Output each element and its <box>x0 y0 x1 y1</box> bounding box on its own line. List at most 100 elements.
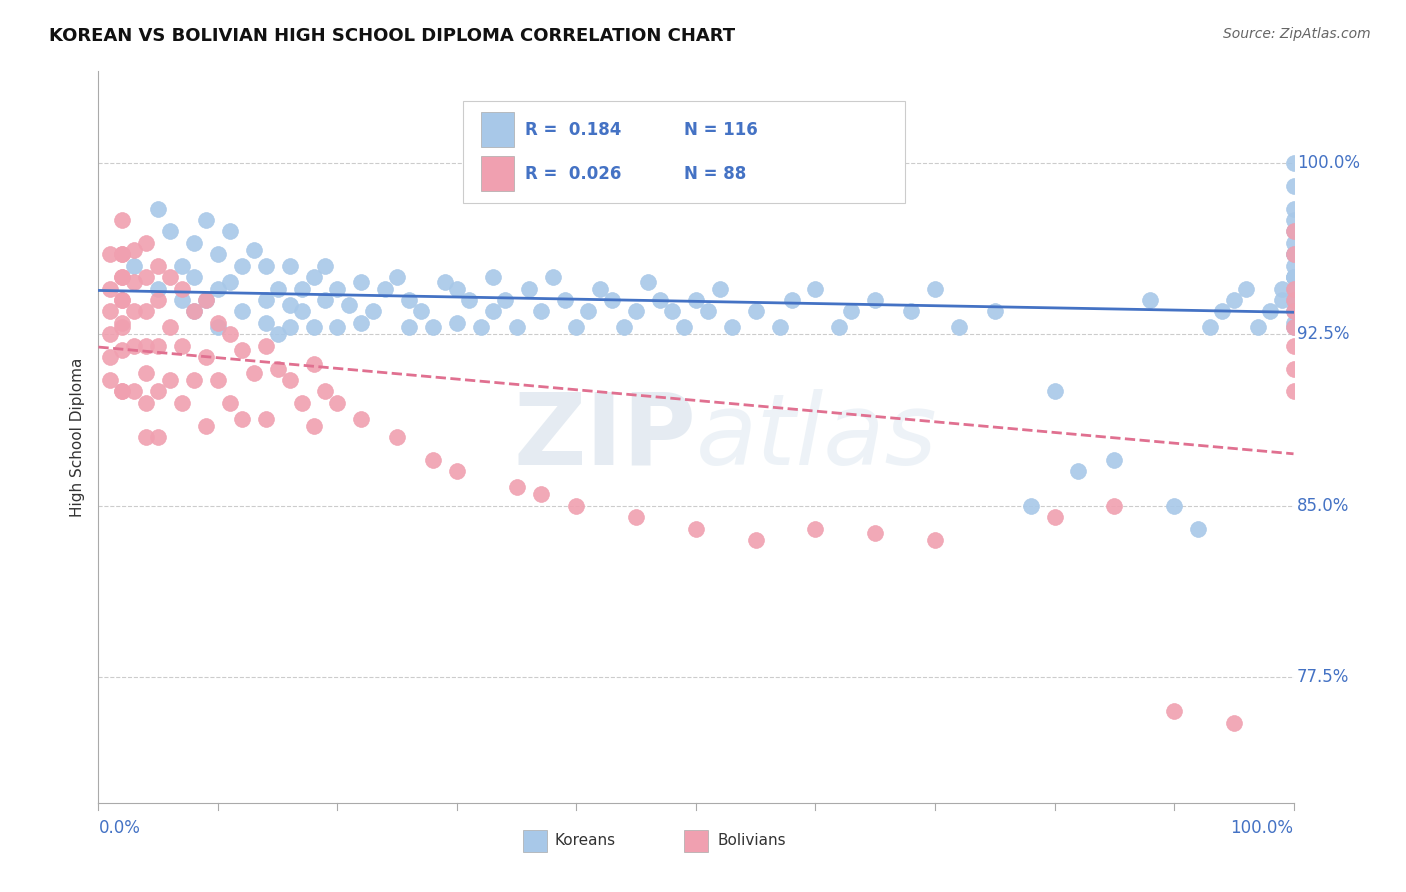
Point <box>124 243 146 257</box>
Point <box>350 275 373 289</box>
Point <box>385 430 409 444</box>
Point <box>98 281 122 295</box>
Text: 85.0%: 85.0% <box>1298 497 1350 515</box>
Point <box>685 293 707 307</box>
FancyBboxPatch shape <box>463 101 905 203</box>
Point <box>1282 224 1305 238</box>
Point <box>326 320 349 334</box>
Point <box>841 304 863 318</box>
Point <box>195 213 218 227</box>
Point <box>458 293 481 307</box>
Point <box>111 316 134 330</box>
Point <box>267 327 290 342</box>
Point <box>254 316 277 330</box>
Point <box>98 327 122 342</box>
Point <box>1282 293 1305 307</box>
FancyBboxPatch shape <box>481 156 515 191</box>
Point <box>481 270 505 285</box>
Point <box>948 320 970 334</box>
Point <box>195 418 218 433</box>
Point <box>709 281 731 295</box>
Point <box>172 259 194 273</box>
Point <box>148 338 170 352</box>
Text: N = 88: N = 88 <box>685 165 747 183</box>
Point <box>1282 270 1305 285</box>
Point <box>148 384 170 399</box>
Point <box>207 373 229 387</box>
Point <box>673 320 696 334</box>
Point <box>517 281 540 295</box>
Point <box>267 281 290 295</box>
Point <box>602 293 624 307</box>
Point <box>111 384 134 399</box>
Point <box>135 396 157 410</box>
Point <box>1282 202 1305 216</box>
Text: R =  0.184: R = 0.184 <box>524 121 621 139</box>
Point <box>506 320 529 334</box>
Point <box>1211 304 1233 318</box>
Point <box>1282 316 1305 330</box>
Point <box>350 316 373 330</box>
Point <box>124 304 146 318</box>
Point <box>98 350 122 364</box>
Point <box>135 430 157 444</box>
Point <box>302 418 325 433</box>
Point <box>1282 281 1305 295</box>
Point <box>243 366 266 380</box>
Y-axis label: High School Diploma: High School Diploma <box>69 358 84 516</box>
Point <box>1282 178 1305 193</box>
Point <box>172 293 194 307</box>
Point <box>804 281 827 295</box>
Point <box>254 259 277 273</box>
Point <box>697 304 720 318</box>
Point <box>231 343 253 358</box>
Point <box>1282 293 1305 307</box>
Point <box>135 235 157 250</box>
Point <box>254 411 277 425</box>
Point <box>278 373 301 387</box>
Point <box>1271 293 1294 307</box>
Point <box>374 281 396 295</box>
Point <box>195 293 218 307</box>
Point <box>339 297 361 311</box>
Point <box>159 320 181 334</box>
Point <box>291 304 314 318</box>
Point <box>148 259 170 273</box>
Point <box>183 304 205 318</box>
Point <box>1282 304 1305 318</box>
Point <box>278 297 301 311</box>
Point <box>124 259 146 273</box>
Point <box>626 304 648 318</box>
Point <box>183 304 205 318</box>
Text: atlas: atlas <box>696 389 938 485</box>
Point <box>254 293 277 307</box>
Point <box>231 411 253 425</box>
Point <box>1282 361 1305 376</box>
Text: KOREAN VS BOLIVIAN HIGH SCHOOL DIPLOMA CORRELATION CHART: KOREAN VS BOLIVIAN HIGH SCHOOL DIPLOMA C… <box>49 27 735 45</box>
Point <box>768 320 790 334</box>
Point <box>219 224 242 238</box>
Point <box>111 384 134 399</box>
Point <box>626 510 648 524</box>
Point <box>721 320 744 334</box>
Point <box>1282 247 1305 261</box>
Point <box>1282 213 1305 227</box>
Point <box>1282 293 1305 307</box>
Point <box>111 320 134 334</box>
Point <box>302 320 325 334</box>
Point <box>326 396 349 410</box>
Point <box>195 293 218 307</box>
Point <box>148 202 170 216</box>
Point <box>219 396 242 410</box>
Point <box>578 304 600 318</box>
Point <box>1199 320 1222 334</box>
Point <box>1163 704 1185 718</box>
Point <box>172 396 194 410</box>
Point <box>506 480 529 494</box>
Text: Bolivians: Bolivians <box>717 833 786 848</box>
Point <box>1234 281 1257 295</box>
Point <box>1282 259 1305 273</box>
Point <box>530 304 553 318</box>
Point <box>613 320 636 334</box>
Text: 100.0%: 100.0% <box>1230 819 1294 837</box>
